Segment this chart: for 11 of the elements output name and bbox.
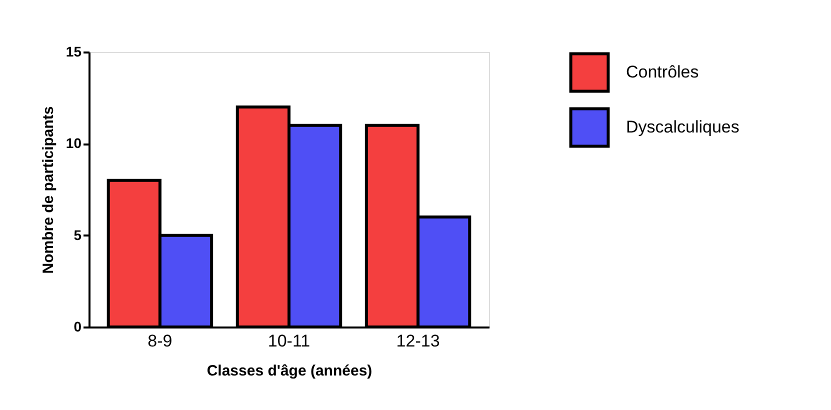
x-tick-label: 10-11	[268, 332, 310, 350]
y-tick-label: 10	[66, 135, 82, 152]
y-tick-label: 15	[66, 44, 82, 60]
legend-label: Dyscalculiques	[626, 118, 740, 136]
y-tick-label: 0	[74, 318, 82, 334]
x-axis-title: Classes d'âge (années)	[206, 362, 372, 380]
legend-label: Contrôles	[626, 62, 699, 82]
y-tick-label: 5	[74, 226, 82, 243]
y-axis-title: Nombre de participants	[40, 106, 57, 274]
x-tick-label: 8-9	[148, 332, 172, 350]
x-tick-label: 12-13	[396, 332, 440, 350]
